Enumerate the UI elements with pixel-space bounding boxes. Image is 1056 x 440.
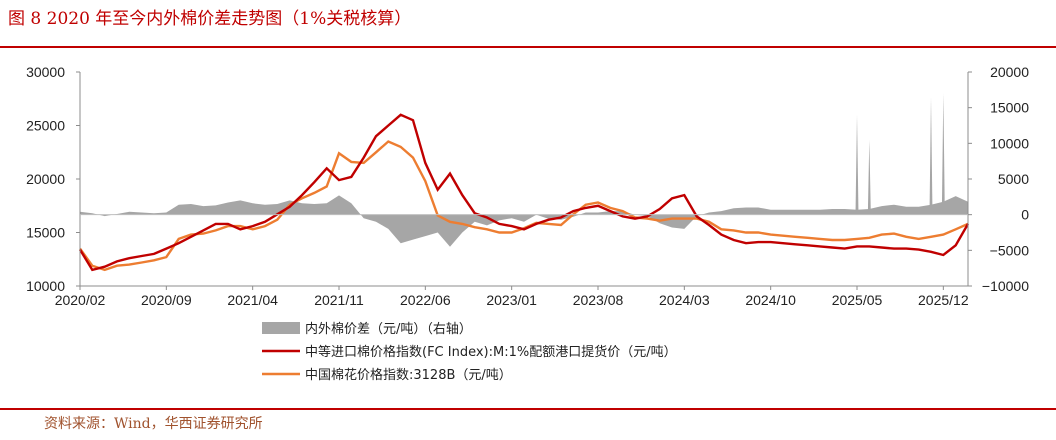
plot-area	[78, 93, 970, 272]
spread-spikes	[855, 93, 945, 215]
x-tick-label: 2020/02	[55, 292, 106, 308]
legend-label-import: 中等进口棉价格指数(FC Index):M:1%配额港口提货价（元/吨）	[305, 344, 677, 360]
x-tick-label: 2023/08	[573, 292, 624, 308]
x-tick-label: 2021/04	[227, 292, 278, 308]
x-tick-label: 2022/06	[400, 292, 451, 308]
x-tick-label: 2024/03	[659, 292, 710, 308]
legend-swatch-spread	[262, 322, 300, 334]
right-tick-label: 20000	[990, 64, 1029, 80]
right-tick-label: −10000	[982, 278, 1029, 294]
top-rule	[0, 46, 1056, 48]
left-tick-label: 20000	[26, 171, 65, 187]
x-tick-label: 2025/12	[918, 292, 969, 308]
left-tick-label: 15000	[26, 225, 65, 241]
import-index-line	[78, 113, 970, 272]
legend-label-spread: 内外棉价差（元/吨）（右轴）	[305, 321, 472, 337]
legend-label-china: 中国棉花价格指数:3128B（元/吨）	[305, 367, 512, 383]
right-tick-label: 10000	[990, 135, 1029, 151]
spread-spike-3	[941, 93, 945, 215]
left-tick-label: 10000	[26, 278, 65, 294]
right-tick-label: 0	[1021, 207, 1029, 223]
spread-spike-0	[855, 114, 859, 215]
x-tick-label: 2025/05	[832, 292, 883, 308]
left-axis-ticks: 10000 15000 20000 25000 30000	[26, 64, 80, 294]
axes	[79, 72, 969, 287]
x-tick-label: 2020/09	[141, 292, 192, 308]
legend: 内外棉价差（元/吨）（右轴） 中等进口棉价格指数(FC Index):M:1%配…	[262, 321, 677, 383]
right-axis-ticks: −10000 −5000 0 5000 10000 15000 20000	[968, 64, 1029, 294]
x-tick-label: 2021/11	[314, 292, 364, 308]
x-tick-label: 2023/01	[486, 292, 537, 308]
right-tick-label: 5000	[998, 171, 1029, 187]
spread-area-series	[80, 195, 968, 247]
left-tick-label: 25000	[26, 118, 65, 134]
right-tick-label: −5000	[990, 242, 1030, 258]
x-tick-label: 2024/10	[745, 292, 796, 308]
bottom-rule	[0, 408, 1056, 410]
spread-spike-2	[929, 96, 933, 215]
left-tick-label: 30000	[26, 64, 65, 80]
x-axis-ticks: 2020/02 2020/09 2021/04 2021/11 2022/06 2023/…	[55, 286, 969, 308]
spread-spike-1	[867, 139, 871, 215]
source-note: 资料来源：Wind，华西证券研究所	[44, 416, 263, 432]
figure-title: 图 8 2020 年至今内外棉价差走势图（1%关税核算）	[8, 9, 412, 29]
right-tick-label: 15000	[990, 100, 1029, 116]
